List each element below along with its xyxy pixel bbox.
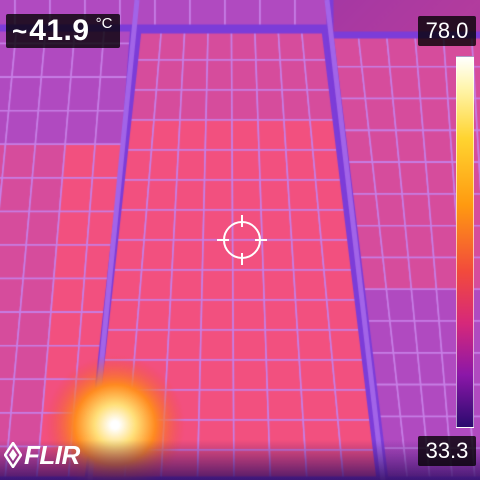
brand-logo-text: FLIR <box>24 440 80 470</box>
spot-temperature-value: 41.9 <box>29 14 90 47</box>
approx-prefix: ~ <box>12 16 28 46</box>
spot-temperature-readout: ~ 41.9 °C <box>6 14 121 48</box>
crosshair-icon <box>217 215 267 265</box>
temperature-unit: °C <box>95 15 113 32</box>
flir-logo-icon <box>4 442 22 468</box>
brand-logo: FLIR <box>4 440 80 470</box>
temperature-scale-bar <box>456 56 474 428</box>
scale-min-value: 33.3 <box>418 436 476 466</box>
scale-max-value: 78.0 <box>418 16 476 46</box>
